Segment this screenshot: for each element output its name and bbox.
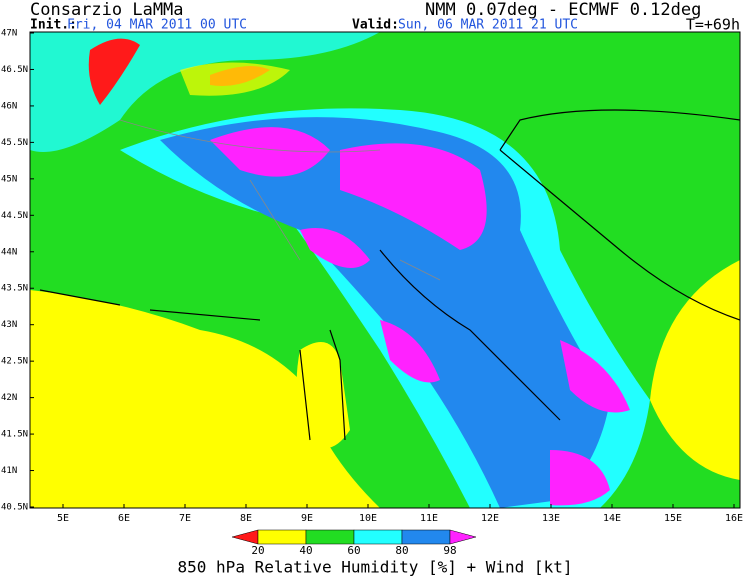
model-info: NMM 0.07deg - ECMWF 0.12deg <box>425 0 701 20</box>
lon-label: 5E <box>57 513 69 524</box>
lon-label: 14E <box>603 513 621 524</box>
lat-label: 43.5N <box>1 284 28 294</box>
lat-label: 47N <box>1 29 17 39</box>
lat-label: 46N <box>1 101 17 111</box>
lon-label: 8E <box>240 513 252 524</box>
legend-swatch <box>449 529 477 545</box>
lon-label: 13E <box>542 513 560 524</box>
map-frame <box>29 31 741 509</box>
lat-label: 42.5N <box>1 357 28 367</box>
lon-label: 16E <box>725 513 743 524</box>
init-label: Init.: <box>30 18 77 33</box>
lat-label: 43N <box>1 320 17 330</box>
lat-label: 46.5N <box>1 65 28 75</box>
lat-label: 40.5N <box>1 503 28 513</box>
lon-label: 15E <box>664 513 682 524</box>
lat-label: 42N <box>1 393 17 403</box>
title: Consarzio LaMMa <box>30 0 184 20</box>
lon-label: 7E <box>179 513 191 524</box>
legend-value: 20 <box>251 544 264 557</box>
lat-label: 44.5N <box>1 211 28 221</box>
humidity-field <box>30 32 740 508</box>
init-time: Fri, 04 MAR 2011 00 UTC <box>67 18 247 33</box>
legend-swatch <box>353 529 403 545</box>
footer-title: 850 hPa Relative Humidity [%] + Wind [kt… <box>178 558 573 577</box>
lon-label: 12E <box>481 513 499 524</box>
legend-value: 80 <box>395 544 408 557</box>
valid-label: Valid: <box>352 18 399 33</box>
lon-label: 10E <box>359 513 377 524</box>
lat-label: 41.5N <box>1 430 28 440</box>
lon-label: 11E <box>420 513 438 524</box>
valid-time: Sun, 06 MAR 2011 21 UTC <box>398 18 578 33</box>
lat-label: 45.5N <box>1 138 28 148</box>
legend-value: 40 <box>299 544 312 557</box>
lon-label: 6E <box>118 513 130 524</box>
legend-value: 98 <box>443 544 456 557</box>
legend-swatch <box>257 529 307 545</box>
lat-label: 41N <box>1 466 17 476</box>
lat-label: 45N <box>1 174 17 184</box>
legend-value: 60 <box>347 544 360 557</box>
legend-swatch <box>401 529 451 545</box>
legend-swatch <box>231 529 259 545</box>
lon-label: 9E <box>301 513 313 524</box>
lat-label: 44N <box>1 247 17 257</box>
lead-time: T=+69h <box>686 16 740 34</box>
legend-swatch <box>305 529 355 545</box>
